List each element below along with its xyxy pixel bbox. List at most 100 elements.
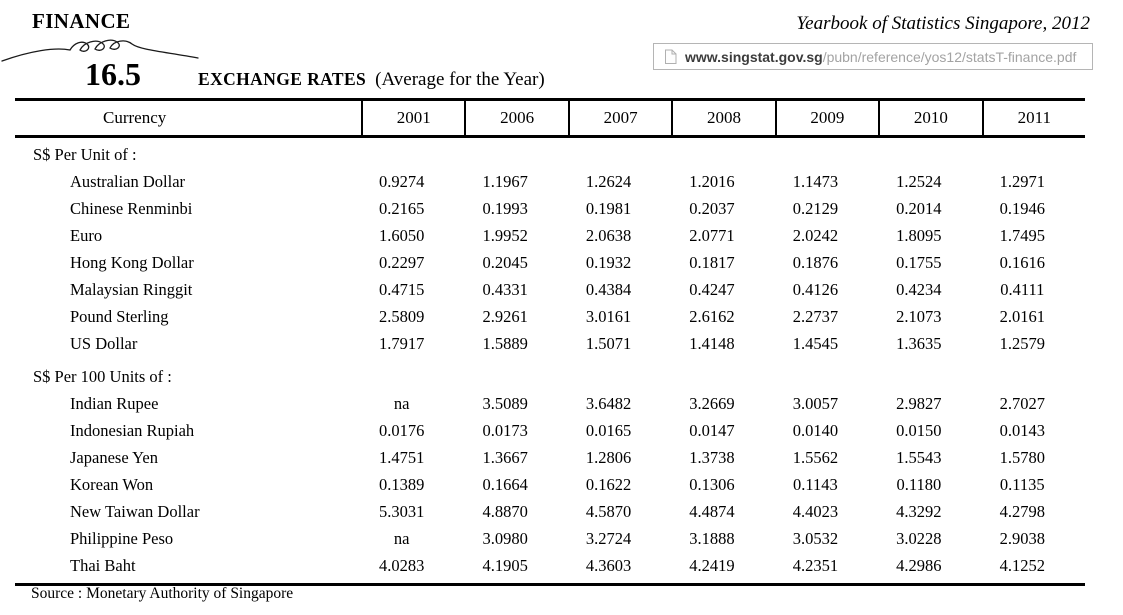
rate-value: 2.0161 — [999, 306, 1045, 326]
url-path: /pubn/reference/yos12/statsT-finance.pdf — [822, 48, 1077, 65]
rate-value: 0.4715 — [379, 279, 425, 299]
rate-value: 3.6482 — [585, 393, 632, 413]
rate-value: 2.0771 — [689, 225, 735, 245]
rate-value: 1.4545 — [792, 333, 839, 353]
rate-value: 0.1389 — [379, 474, 425, 494]
table-title: EXCHANGE RATES — [198, 69, 367, 89]
rate-value: 1.2971 — [999, 171, 1045, 191]
section-header: S$ Per 100 Units of : — [33, 367, 172, 386]
rate-value: 3.2669 — [689, 393, 735, 413]
rate-value: na — [393, 528, 410, 548]
rate-value: 0.0176 — [379, 420, 425, 440]
rate-value: 1.3667 — [482, 447, 528, 467]
rate-value: 2.9038 — [999, 528, 1045, 548]
currency-name: Hong Kong Dollar — [70, 252, 194, 272]
rate-value: 4.5870 — [585, 501, 632, 521]
currency-name: Chinese Renminbi — [70, 198, 193, 218]
rate-value: 0.0150 — [896, 420, 942, 440]
rate-value: 1.4148 — [689, 333, 735, 353]
rate-value: na — [393, 393, 410, 413]
rate-value: 0.0143 — [999, 420, 1045, 440]
rate-value: 0.4126 — [792, 279, 839, 299]
currency-name: Philippine Peso — [70, 528, 174, 548]
column-header-year: 2009 — [774, 101, 878, 135]
table-row: Thai Baht 4.0283 4.1905 4.3603 4.2419 4.2351 4… — [15, 552, 1085, 579]
table-row: Pound Sterling 2.5809 2.9261 3.0161 2.6162 2.… — [15, 303, 1085, 330]
column-header-year: 2008 — [671, 101, 774, 135]
rate-value: 4.2419 — [689, 555, 735, 575]
rate-value: 0.1993 — [482, 198, 528, 218]
address-bar[interactable]: www.singstat.gov.sg/pubn/reference/yos12… — [653, 43, 1093, 70]
table-row: Indonesian Rupiah 0.0176 0.0173 0.0165 0.014… — [15, 417, 1085, 444]
rate-value: 2.9261 — [482, 306, 528, 326]
currency-name: New Taiwan Dollar — [70, 501, 200, 521]
rate-value: 4.0283 — [379, 555, 425, 575]
table-heading: 16.5 EXCHANGE RATES (Average for the Yea… — [85, 56, 545, 93]
rate-value: 0.0173 — [482, 420, 528, 440]
column-header-currency: Currency — [103, 108, 167, 127]
rate-value: 2.6162 — [689, 306, 735, 326]
currency-name: Australian Dollar — [70, 171, 186, 191]
table-body: S$ Per Unit of : Australian Dollar 0.9274 1… — [15, 138, 1085, 586]
table-row: New Taiwan Dollar 5.3031 4.8870 4.5870 4.487… — [15, 498, 1085, 525]
rate-value: 0.1306 — [689, 474, 735, 494]
rate-value: 0.1622 — [585, 474, 632, 494]
rate-value: 0.2037 — [689, 198, 735, 218]
table-row: Malaysian Ringgit 0.4715 0.4331 0.4384 0.424… — [15, 276, 1085, 303]
table-row: Philippine Peso na 3.0980 3.2724 3.1888 3.053… — [15, 525, 1085, 552]
rate-value: 0.1876 — [792, 252, 839, 272]
table-row: US Dollar 1.7917 1.5889 1.5071 1.4148 1.4545 1… — [15, 330, 1085, 357]
rate-value: 0.1180 — [896, 474, 942, 494]
rate-value: 0.1664 — [482, 474, 528, 494]
rate-value: 5.3031 — [379, 501, 425, 521]
currency-name: Japanese Yen — [70, 447, 158, 467]
currency-name: Indonesian Rupiah — [70, 420, 195, 440]
table-row: Euro 1.6050 1.9952 2.0638 2.0771 2.0242 1.8095… — [15, 222, 1085, 249]
rate-value: 0.2045 — [482, 252, 528, 272]
rate-value: 1.7917 — [379, 333, 425, 353]
rate-value: 1.5562 — [792, 447, 839, 467]
rate-value: 4.4874 — [689, 501, 735, 521]
column-header-year: 2011 — [981, 101, 1085, 135]
exchange-rates-table: Currency 2001 2006 2007 2008 2009 2010 2… — [15, 98, 1085, 586]
rate-value: 2.2737 — [792, 306, 839, 326]
rate-value: 0.0140 — [792, 420, 839, 440]
rate-value: 0.4111 — [1000, 279, 1045, 299]
rate-value: 2.7027 — [999, 393, 1045, 413]
currency-name: Korean Won — [70, 474, 154, 494]
publication-title: Yearbook of Statistics Singapore, 2012 — [796, 13, 1090, 34]
rate-value: 1.6050 — [379, 225, 425, 245]
rate-value: 0.2129 — [792, 198, 839, 218]
rate-value: 3.0057 — [792, 393, 839, 413]
rate-value: 4.8870 — [482, 501, 528, 521]
document-page-icon — [664, 49, 677, 65]
table-row: Australian Dollar 0.9274 1.1967 1.2624 1.201… — [15, 168, 1085, 195]
currency-name: Euro — [70, 225, 103, 245]
rate-value: 0.0165 — [585, 420, 632, 440]
rate-value: 1.2579 — [999, 333, 1045, 353]
currency-name: Indian Rupee — [70, 393, 159, 413]
rate-value: 1.5543 — [896, 447, 942, 467]
rate-value: 4.2986 — [896, 555, 942, 575]
column-header-year: 2007 — [567, 101, 671, 135]
rate-value: 1.9952 — [482, 225, 528, 245]
table-row: Hong Kong Dollar 0.2297 0.2045 0.1932 0.1817… — [15, 249, 1085, 276]
flourish-ornament — [0, 37, 200, 72]
rate-value: 1.4751 — [379, 447, 425, 467]
rate-value: 4.1905 — [482, 555, 528, 575]
rate-value: 0.1755 — [896, 252, 942, 272]
rate-value: 1.2806 — [585, 447, 632, 467]
rate-value: 0.1616 — [999, 252, 1045, 272]
currency-name: Pound Sterling — [70, 306, 169, 326]
column-header-year: 2001 — [361, 101, 464, 135]
table-row: Korean Won 0.1389 0.1664 0.1622 0.1306 0.1143… — [15, 471, 1085, 498]
rate-value: 1.1967 — [482, 171, 528, 191]
currency-name: Malaysian Ringgit — [70, 279, 193, 299]
rate-value: 0.2165 — [379, 198, 425, 218]
rate-value: 4.4023 — [792, 501, 839, 521]
rate-value: 0.2014 — [896, 198, 942, 218]
rate-value: 1.1473 — [792, 171, 839, 191]
rate-value: 3.5089 — [482, 393, 528, 413]
rate-value: 2.1073 — [896, 306, 942, 326]
